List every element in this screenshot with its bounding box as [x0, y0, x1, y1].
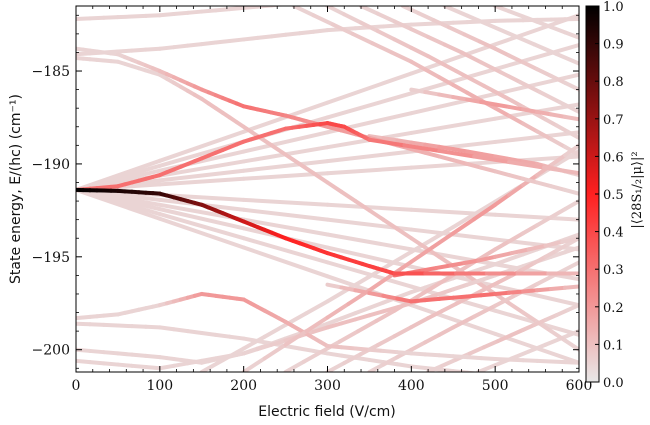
series-line-33: [442, 6, 579, 66]
series-line-0: [76, 187, 579, 276]
y-axis-label: State energy, E/(hc) (cm⁻¹): [8, 94, 24, 284]
tick-layer: 0 100 200 300 400 500 600−185−190−195−200: [32, 6, 592, 394]
series-line-17: [76, 17, 579, 57]
x-axis-label: Electric field (V/cm): [258, 404, 396, 420]
series-line-11: [76, 187, 579, 308]
y-tick-label: −200: [32, 343, 70, 359]
colorbar-tick-label: 0.9: [603, 38, 624, 53]
series-line-19: [76, 321, 480, 372]
colorbar-tick-label: 1.0: [603, 0, 624, 15]
series-line-36: [325, 282, 579, 304]
x-tick-label: 300: [314, 378, 341, 394]
y-tick-label: −195: [32, 250, 70, 266]
colorbar-tick-label: 0.0: [603, 376, 624, 391]
series-line-18: [76, 291, 579, 365]
x-tick-label: 100: [146, 378, 173, 394]
y-tick-label: −190: [32, 157, 70, 173]
colorbar-tick-label: 0.4: [603, 226, 624, 241]
series-line-2: [76, 13, 579, 192]
series-line-1: [76, 121, 579, 192]
colorbar-tick-label: 0.7: [603, 113, 624, 128]
series-line-32: [400, 6, 579, 92]
series-layer: [76, 6, 579, 372]
colorbar-label: |⟨28S₁/₂|μ⟩|²: [630, 151, 645, 228]
series-line-27: [426, 303, 579, 372]
series-line-30: [325, 6, 579, 140]
series-line-38: [409, 87, 579, 122]
x-tick-label: 0: [72, 378, 81, 394]
series-line-31: [359, 6, 579, 114]
colorbar-tick-label: 0.2: [603, 301, 624, 316]
x-tick-label: 400: [398, 378, 425, 394]
series-line-34: [493, 6, 579, 40]
colorbar-ticks: 0.0 0.1 0.2 0.3 0.4 0.5 0.6 0.7 0.8 0.9 1.0: [595, 0, 624, 391]
colorbar-tick-label: 0.6: [603, 150, 624, 165]
series-line-28: [476, 329, 579, 372]
y-tick-label: −185: [32, 64, 70, 80]
colorbar-tick-label: 0.5: [603, 188, 624, 203]
x-tick-label: 200: [230, 378, 257, 394]
series-line-14: [76, 6, 288, 22]
colorbar-tick-label: 0.3: [603, 263, 624, 278]
colorbar-tick-label: 0.1: [603, 338, 624, 353]
x-tick-label: 500: [482, 378, 509, 394]
colorbar-tick-label: 0.8: [603, 75, 624, 90]
